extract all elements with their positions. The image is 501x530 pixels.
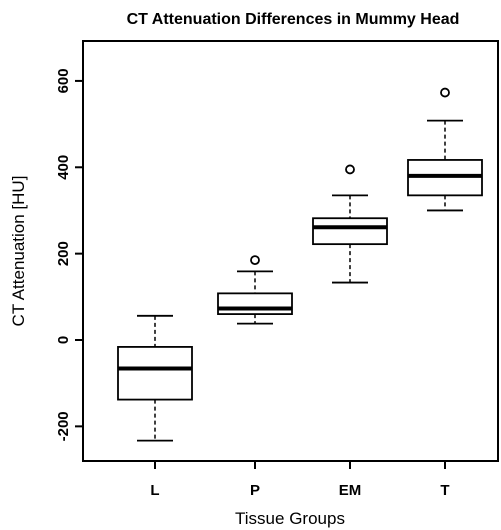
x-axis: L P EM T (150, 461, 450, 499)
y-tick-label: 400 (55, 155, 72, 180)
y-tick-label: 200 (55, 241, 72, 266)
chart-title: CT Attenuation Differences in Mummy Head (127, 11, 460, 28)
y-tick-label: -200 (55, 411, 72, 441)
iqr-box (217, 292, 293, 315)
box-t (407, 87, 483, 212)
outlier-point (345, 164, 355, 175)
iqr-box (117, 346, 193, 401)
x-tick-label: EM (339, 482, 362, 499)
y-tick-label: 600 (55, 68, 72, 93)
x-tick-label: P (250, 482, 260, 499)
x-axis-label: Tissue Groups (235, 509, 345, 528)
box-p (217, 255, 293, 325)
box-em (312, 164, 388, 284)
outlier-point (440, 87, 450, 98)
y-axis-label: CT Attenuation [HU] (9, 176, 28, 327)
boxes (117, 87, 483, 442)
x-tick-label: L (150, 482, 159, 499)
y-axis: -200 0 200 400 600 (55, 68, 83, 441)
y-tick-label: 0 (55, 336, 72, 344)
box-l (117, 314, 193, 442)
x-tick-label: T (440, 482, 449, 499)
iqr-box (312, 217, 388, 246)
outlier-point (250, 255, 260, 266)
plot-frame (82, 40, 499, 462)
